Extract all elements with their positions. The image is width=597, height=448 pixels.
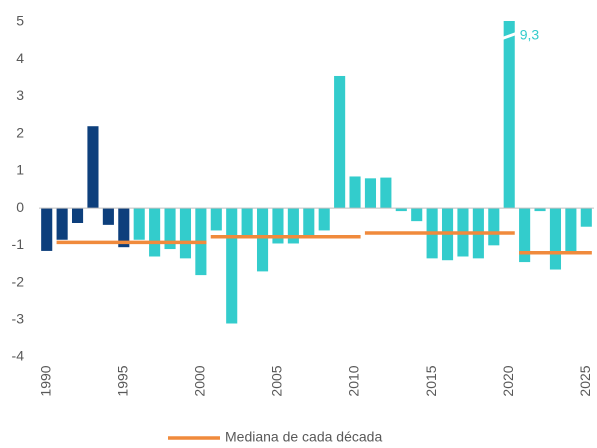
bar — [503, 21, 515, 209]
bar — [349, 176, 361, 209]
bar — [303, 208, 315, 237]
bar — [133, 208, 145, 240]
bar — [41, 208, 53, 251]
x-tick-label: 1995 — [114, 365, 130, 396]
bar — [179, 208, 192, 259]
bar — [411, 208, 423, 222]
bar — [71, 208, 84, 223]
y-tick-label: -4 — [12, 348, 25, 364]
value-label: 9,3 — [520, 27, 540, 43]
y-tick-label: 4 — [16, 50, 24, 66]
bar — [164, 208, 176, 250]
bar — [287, 208, 299, 244]
y-tick-label: -1 — [12, 236, 25, 252]
bar — [534, 208, 546, 212]
bar — [210, 208, 222, 231]
x-tick-label: 2010 — [346, 365, 362, 396]
bar — [118, 208, 130, 248]
y-tick-label: 1 — [16, 162, 24, 178]
bar — [565, 208, 577, 253]
bar — [549, 208, 562, 270]
bar — [580, 208, 592, 227]
legend-label: Mediana de cada década — [225, 429, 382, 445]
bar — [519, 208, 531, 263]
y-tick-label: 0 — [16, 199, 24, 215]
y-tick-label: 3 — [16, 87, 24, 103]
bar — [149, 208, 161, 257]
y-tick-label: -3 — [12, 310, 25, 326]
bar — [256, 208, 269, 272]
x-tick-label: 1990 — [37, 365, 53, 396]
bar — [318, 208, 330, 231]
y-tick-label: -2 — [12, 273, 25, 289]
x-tick-label: 2005 — [269, 365, 285, 396]
bar — [272, 208, 284, 244]
plot-area — [41, 21, 592, 324]
y-tick-label: 2 — [16, 124, 24, 140]
bar — [395, 208, 407, 212]
bar — [87, 126, 99, 209]
bar — [241, 208, 253, 237]
bar — [364, 178, 377, 209]
axis-break — [497, 30, 521, 42]
bar — [226, 208, 238, 324]
x-tick-label: 2000 — [192, 365, 208, 396]
bar — [380, 177, 392, 209]
bar — [56, 208, 68, 240]
y-tick-label: 5 — [16, 13, 24, 29]
x-tick-label: 2015 — [423, 365, 439, 396]
x-tick-label: 2025 — [577, 365, 593, 396]
x-tick-label: 2020 — [500, 365, 516, 396]
bar — [102, 208, 114, 225]
bar — [334, 75, 346, 209]
bar — [488, 208, 500, 246]
